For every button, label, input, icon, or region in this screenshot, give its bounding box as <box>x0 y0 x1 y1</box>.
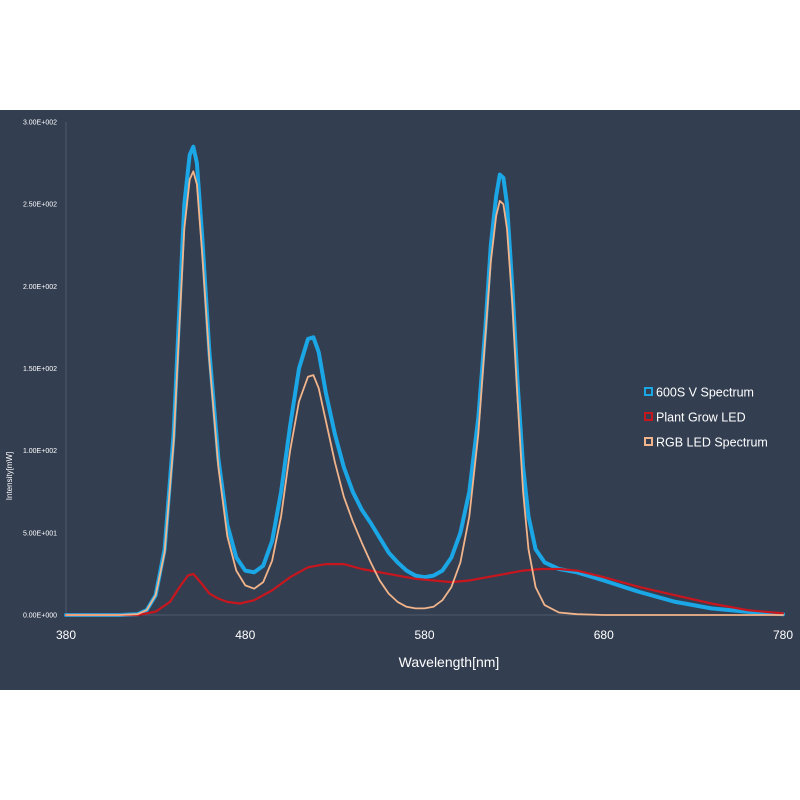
y-axis-title: Intensity[mW] <box>5 452 14 500</box>
x-tick-label: 380 <box>56 628 76 642</box>
series-line-3 <box>65 170 784 616</box>
x-tick-label: 480 <box>235 628 255 642</box>
y-tick-label: 2.50E+002 <box>23 202 57 209</box>
y-tick-label: 1.00E+002 <box>23 448 57 455</box>
x-tick-label: 780 <box>773 628 793 642</box>
legend-swatch <box>644 387 653 396</box>
x-tick-label: 580 <box>414 628 434 642</box>
x-axis-title: Wavelength[nm] <box>399 654 500 670</box>
series-line-1 <box>64 144 785 617</box>
y-tick-label: 2.00E+002 <box>23 284 57 291</box>
legend-label: Plant Grow LED <box>656 411 746 425</box>
legend-swatch <box>644 412 653 421</box>
y-tick-label: 3.00E+002 <box>23 120 57 127</box>
y-tick-label: 1.50E+002 <box>23 366 57 373</box>
series-line-2 <box>64 563 785 617</box>
legend-label: RGB LED Spectrum <box>656 436 768 450</box>
y-tick-label: 0.00E+000 <box>23 613 57 620</box>
x-tick-label: 680 <box>594 628 614 642</box>
legend-swatch <box>644 437 653 446</box>
chart-panel: 0.00E+000 5.00E+001 1.00E+002 1.50E+002 2.00… <box>0 110 800 690</box>
y-tick-label: 5.00E+001 <box>23 530 57 537</box>
spectrum-chart: 0.00E+000 5.00E+001 1.00E+002 1.50E+002 2.00… <box>5 120 793 671</box>
legend-label: 600S V Spectrum <box>656 386 754 400</box>
